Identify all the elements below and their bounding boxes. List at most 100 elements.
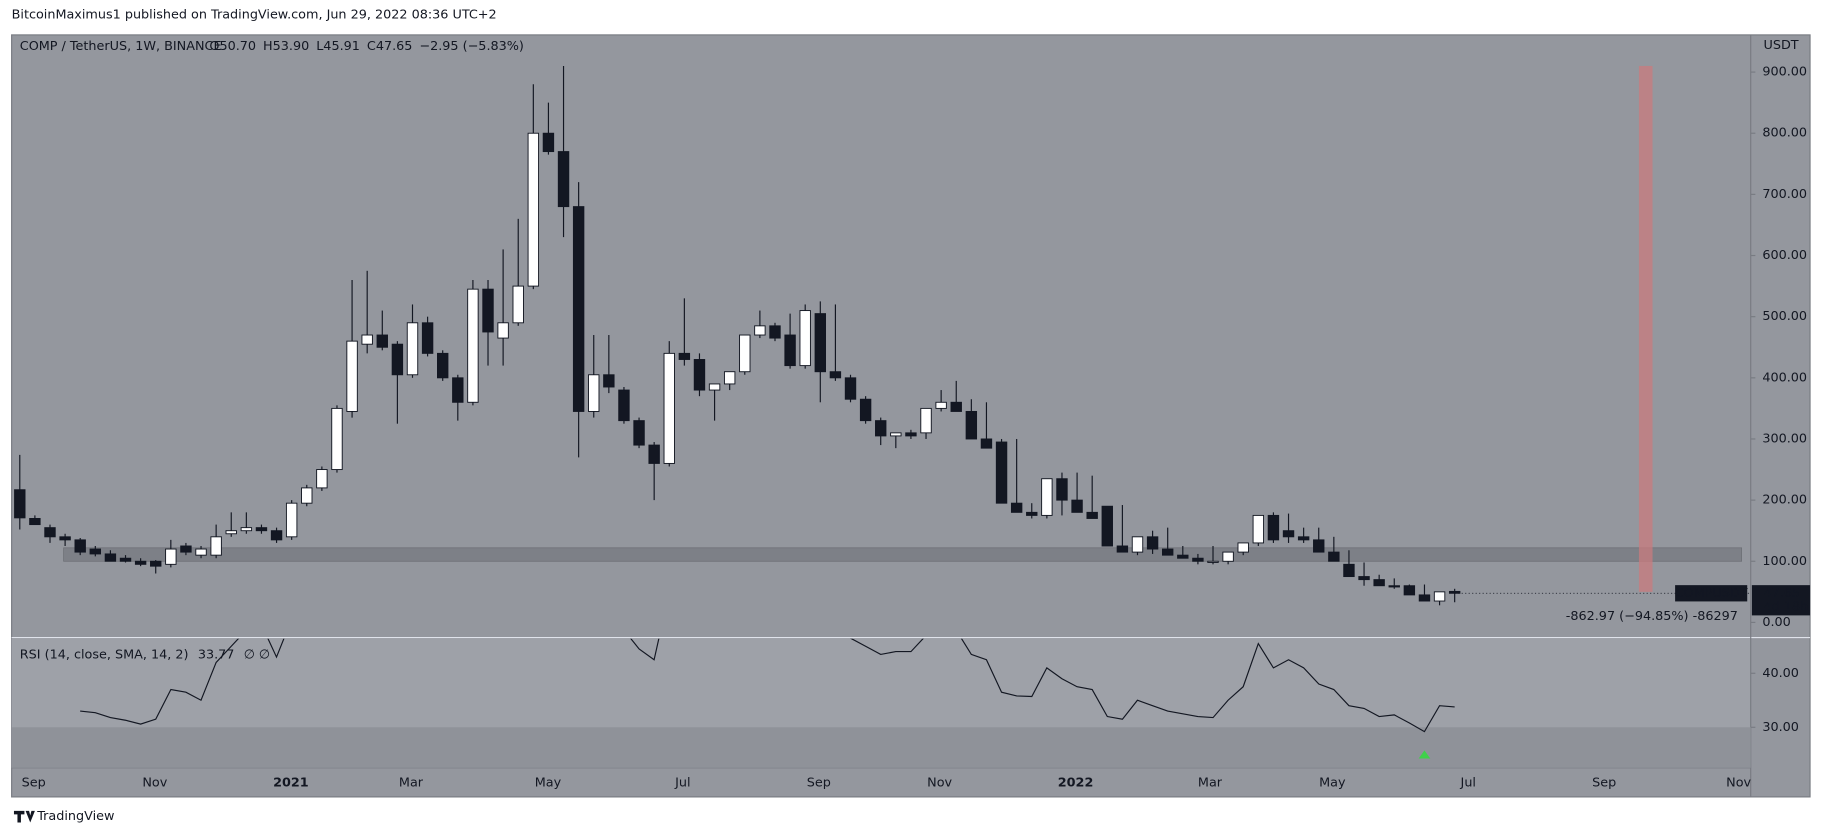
x-tick-label: 2021 (273, 775, 309, 790)
candle-body (210, 536, 222, 556)
candle-body (1373, 579, 1385, 587)
candle-body (693, 359, 706, 391)
candle-body (1207, 560, 1219, 563)
rsi-pane (80, 638, 1455, 733)
candle-body (829, 371, 842, 379)
rsi-y-tick-label: 40.00 (1762, 666, 1799, 681)
candle-body (723, 371, 736, 385)
y-tick-label: 200.00 (1762, 493, 1807, 508)
candle-body (1222, 551, 1234, 562)
x-tick-label: Mar (1198, 775, 1223, 790)
y-tick-label: 100.00 (1762, 554, 1807, 569)
candle-body (421, 322, 434, 354)
candle-body (150, 560, 162, 567)
candle-body (512, 285, 524, 324)
candle-body (1146, 536, 1159, 550)
candle-body (134, 560, 147, 565)
x-tick-label: May (535, 775, 562, 790)
rsi-title: RSI (14, close, SMA, 14, 2) (20, 647, 189, 662)
candle-body (799, 310, 811, 367)
x-tick-label: Nov (927, 775, 952, 790)
support-zone (63, 547, 1743, 562)
candle-body (1403, 585, 1416, 596)
x-tick-label: Jul (1460, 775, 1476, 790)
publisher: BitcoinMaximus1 published on TradingView… (12, 8, 497, 23)
legend-item: C47.65 (367, 39, 413, 54)
candle-body (437, 352, 449, 379)
candle-body (557, 151, 570, 208)
candle-body (678, 352, 691, 360)
candle-body (663, 352, 675, 464)
candle-body (482, 288, 494, 333)
candle-body (1086, 511, 1098, 519)
candle-body (1343, 563, 1355, 578)
candle-body (119, 557, 132, 562)
candle-body (14, 489, 26, 519)
candle-body (1161, 548, 1174, 556)
ohlc-legend: O50.70 H53.90 L45.91 C47.65 −2.95 (−5.83%) (209, 39, 524, 54)
candle-body (59, 536, 71, 541)
candle-body (1056, 478, 1068, 501)
rsi-value: 33.77 (198, 647, 235, 662)
candle-body (1433, 591, 1446, 602)
candle-body (29, 518, 41, 526)
highlight-band (1638, 65, 1653, 592)
legend-item: −2.95 (−5.83%) (419, 39, 524, 54)
x-tick-label: Sep (1592, 775, 1616, 790)
candle-body (316, 469, 328, 489)
logo-icon (13, 810, 35, 823)
candle-body (1026, 511, 1038, 516)
candle-body (497, 322, 509, 339)
candle-body (104, 553, 117, 562)
candle-body (1418, 594, 1431, 602)
candle-body (1131, 536, 1144, 553)
x-tick-label: Mar (399, 775, 424, 790)
candle-body (44, 527, 56, 538)
candle-body (542, 132, 555, 153)
price-label: 47.65 (1764, 586, 1801, 601)
candle-body (346, 340, 358, 412)
candle-body (588, 374, 600, 412)
x-tick-label: Nov (142, 775, 167, 790)
candle-body (1101, 505, 1113, 547)
candle-body (618, 389, 630, 422)
candle-body (920, 407, 932, 434)
candle-body (905, 432, 917, 437)
x-tick-label: Nov (1726, 775, 1751, 790)
candle-body (1328, 551, 1340, 562)
candle-body (1267, 514, 1280, 541)
candle-body (270, 530, 283, 541)
measure-label: -862.97 (−94.85%) -86297 (1566, 609, 1738, 624)
candle-body (814, 313, 827, 373)
candle-body (935, 401, 947, 409)
y-tick-label: 400.00 (1762, 370, 1807, 385)
x-tick-label: Sep (807, 775, 831, 790)
symbol-box (1675, 585, 1748, 602)
rsi-extra: ∅ ∅ (244, 647, 270, 662)
y-tick-label: 800.00 (1762, 126, 1807, 141)
y-tick-label: 700.00 (1762, 187, 1807, 202)
candle-body (89, 548, 102, 555)
candle-body (406, 322, 419, 376)
candle-body (890, 432, 902, 437)
candle-body (1358, 576, 1370, 581)
rsi-y-tick-label: 30.00 (1762, 720, 1799, 735)
candle-body (331, 407, 343, 471)
rsi-line (80, 638, 1455, 733)
candle-body (1252, 514, 1265, 544)
logo-text: TradingView (36, 809, 114, 824)
symbol: COMP / TetherUS, 1W, BINANCE (20, 39, 222, 54)
candle-body (739, 334, 751, 373)
legend-item: L45.91 (316, 39, 360, 54)
candle-body (1237, 542, 1249, 553)
candle-body (572, 206, 585, 412)
candle-body (376, 334, 388, 348)
candle-body (74, 539, 86, 553)
y-tick-label: 500.00 (1762, 309, 1807, 324)
candle-body (225, 530, 237, 535)
symbol-label: COMPUSDT (1675, 586, 1748, 601)
candle-body (361, 334, 373, 345)
y-tick-label: 300.00 (1762, 431, 1807, 446)
currency: USDT (1764, 38, 1799, 53)
